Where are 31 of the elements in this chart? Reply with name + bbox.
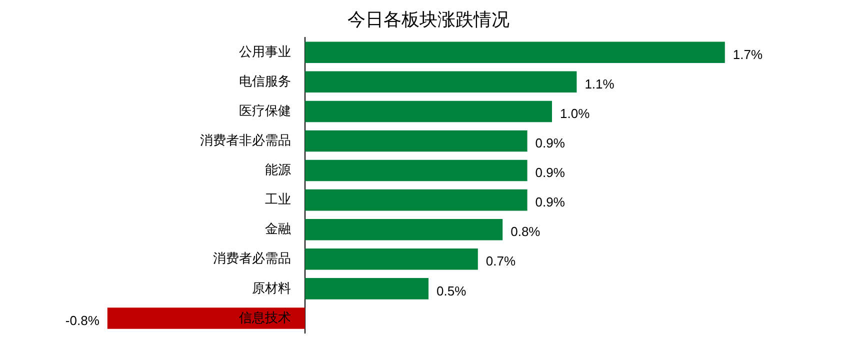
bar: [305, 248, 478, 270]
bar: [305, 130, 528, 152]
data-label: 1.7%: [732, 46, 763, 62]
y-tick-label: 公用事业: [239, 44, 291, 59]
data-label: 0.9%: [535, 136, 566, 151]
bar: [305, 278, 428, 300]
y-tick-label: 能源: [265, 162, 291, 178]
data-label: 0.8%: [510, 224, 541, 240]
bar: [305, 42, 725, 64]
data-label: 0.7%: [486, 254, 516, 269]
data-label: 0.9%: [535, 165, 566, 180]
y-tick-label: 电信服务: [239, 73, 291, 88]
data-label: -0.8%: [65, 312, 100, 328]
y-tick-label: 消费者必需品: [213, 250, 291, 266]
y-tick-label: 工业: [265, 192, 291, 207]
y-tick-label: 金融: [265, 221, 291, 236]
y-tick-label: 医疗保健: [239, 103, 291, 118]
bar: [305, 71, 577, 93]
chart-title: 今日各板块涨跌情况: [348, 9, 510, 30]
bar: [305, 189, 528, 211]
data-label: 1.1%: [584, 76, 615, 92]
data-label: 1.0%: [560, 106, 590, 122]
data-label: 0.5%: [436, 283, 467, 298]
data-label: 0.9%: [535, 194, 566, 210]
bar: [305, 100, 552, 122]
y-tick-label: 信息技术: [239, 310, 291, 325]
y-tick-label: 消费者非必需品: [200, 132, 291, 148]
bar: [305, 160, 528, 182]
bar: [305, 218, 503, 240]
y-tick-label: 原材料: [252, 280, 291, 296]
bar: [107, 308, 305, 329]
